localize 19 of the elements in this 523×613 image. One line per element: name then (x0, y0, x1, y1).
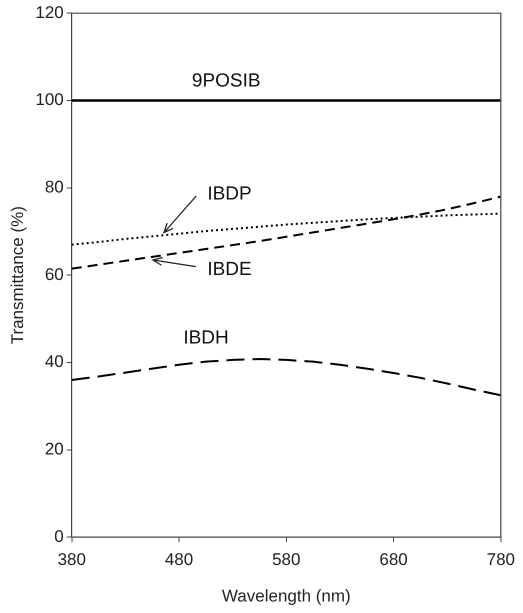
y-axis-title: Transmittance (%) (8, 206, 27, 344)
y-tick-label: 40 (44, 352, 64, 372)
y-tick-label: 0 (54, 526, 64, 546)
x-tick-label: 780 (486, 550, 516, 570)
series-label: 9POSIB (192, 70, 261, 92)
line-series (72, 358, 501, 396)
y-tick-label: 20 (44, 440, 64, 459)
y-tick-label: 100 (35, 90, 64, 110)
x-tick-label: 480 (164, 550, 194, 570)
series-label: IBDE (207, 259, 252, 280)
y-tick-label: 120 (35, 2, 64, 22)
x-tick-label: 380 (58, 550, 86, 570)
y-tick-label: 60 (44, 264, 64, 284)
y-tick-label: 80 (44, 178, 64, 197)
x-tick-label: 680 (379, 550, 408, 570)
series-label: IBDP (207, 184, 252, 205)
x-tick-label: 580 (272, 550, 300, 570)
series-label: IBDH (183, 327, 229, 348)
x-axis-title: Wavelength (nm) (222, 586, 351, 606)
